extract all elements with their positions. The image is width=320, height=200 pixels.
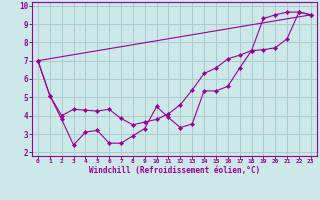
X-axis label: Windchill (Refroidissement éolien,°C): Windchill (Refroidissement éolien,°C): [89, 166, 260, 175]
